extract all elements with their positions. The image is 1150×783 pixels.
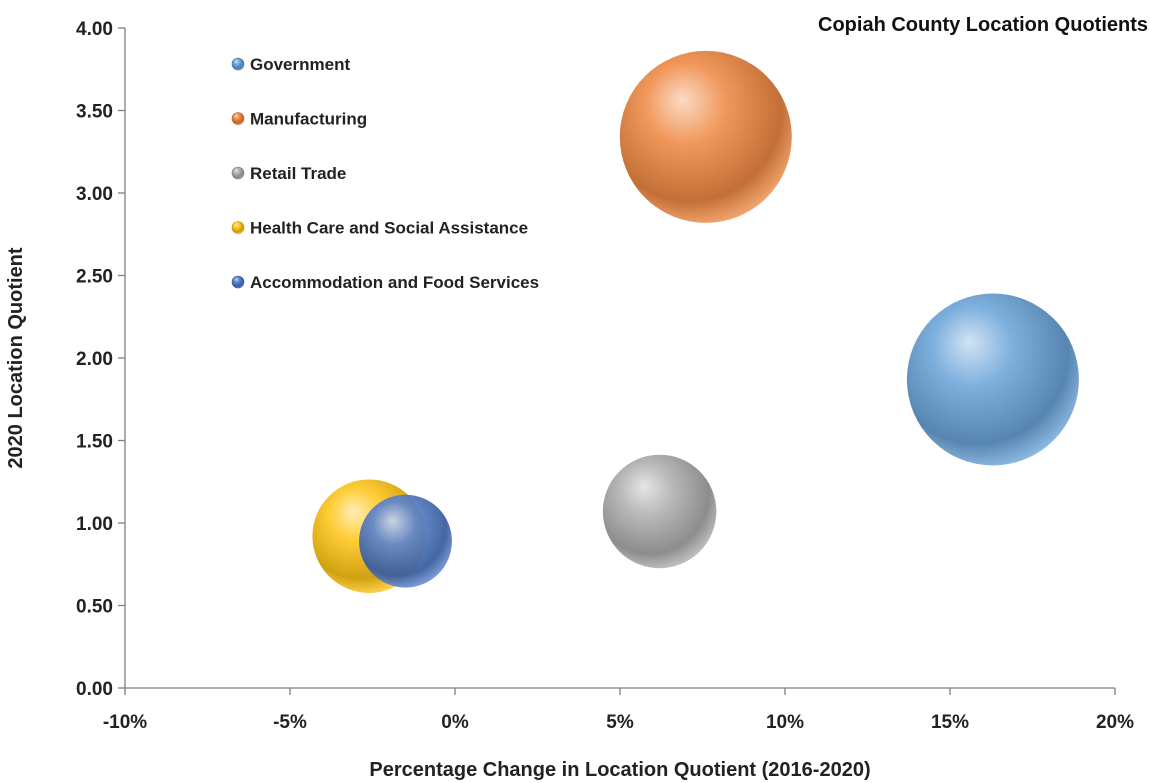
legend-marker — [231, 221, 245, 234]
legend-item-health-care-and-social-assistance: Health Care and Social Assistance — [250, 219, 528, 238]
x-tick-label: 15% — [931, 712, 969, 733]
y-axis: 0.00 0.50 1.00 1.50 2.00 2.50 3.00 3.50 4.00 — [76, 19, 126, 700]
bubble-retail-trade — [602, 454, 717, 569]
x-axis: -10% -5% 0% 5% 10% 15% 20% — [103, 687, 1134, 733]
bubble-accommodation-and-food-services — [359, 494, 452, 588]
y-tick-label: 2.50 — [76, 267, 113, 288]
x-tick-label: -10% — [103, 712, 147, 733]
y-tick-label: 1.00 — [76, 514, 113, 535]
y-tick-label: 0.50 — [76, 597, 113, 618]
x-tick-label: 10% — [766, 712, 804, 733]
legend-item-retail-trade: Retail Trade — [250, 164, 346, 183]
legend-item-accommodation-and-food-services: Accommodation and Food Services — [250, 273, 539, 292]
bubble-manufacturing — [619, 50, 792, 223]
legend-marker — [231, 275, 245, 289]
legend-item-manufacturing: Manufacturing — [250, 110, 367, 129]
y-tick-label: 0.00 — [76, 679, 113, 700]
y-axis-title: 2020 Location Quotient — [5, 247, 27, 468]
y-tick-label: 3.50 — [76, 102, 113, 123]
legend-item-government: Government — [250, 55, 350, 74]
x-tick-label: 0% — [441, 712, 469, 733]
y-tick-label: 2.00 — [76, 349, 113, 370]
x-tick-label: -5% — [273, 712, 307, 733]
y-tick-label: 1.50 — [76, 432, 113, 453]
chart-title: Copiah County Location Quotients — [818, 14, 1148, 36]
x-tick-label: 5% — [606, 712, 634, 733]
legend-marker — [231, 112, 245, 125]
bubble-series — [312, 50, 1079, 593]
x-tick-label: 20% — [1096, 712, 1134, 733]
x-axis-title: Percentage Change in Location Quotient (… — [369, 759, 870, 781]
y-tick-label: 3.00 — [76, 184, 113, 205]
legend-marker — [231, 166, 245, 180]
y-tick-label: 4.00 — [76, 19, 113, 40]
legend-marker — [231, 57, 245, 71]
legend: Government Manufacturing Retail Trade Healt… — [231, 55, 539, 292]
bubble-government — [906, 293, 1079, 466]
